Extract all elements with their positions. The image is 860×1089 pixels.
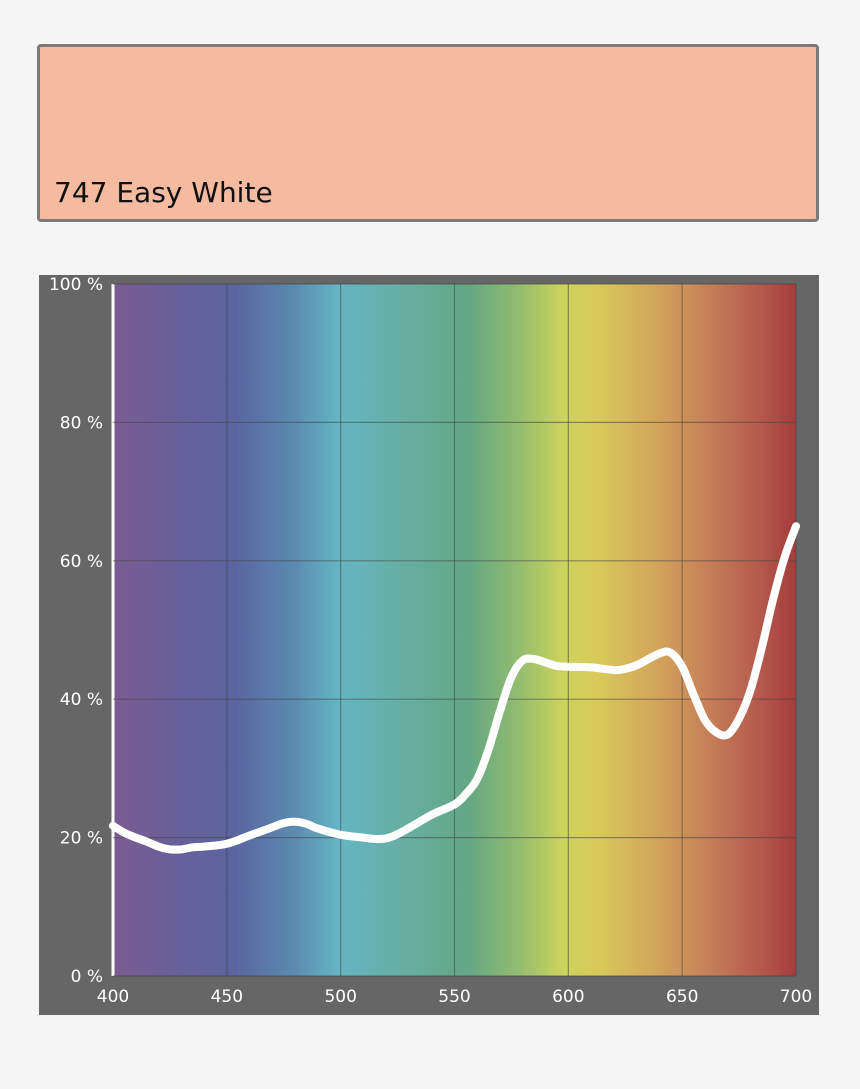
transmission-curve [109,522,800,854]
filter-name: 747 Easy White [54,176,273,209]
y-tick-label: 40 % [60,690,103,710]
x-tick-label: 650 [666,987,698,1007]
spectrum-chart: 400 450 500 550 600 650 700 0 % 20 % 40 % 60 % 80 %… [39,275,819,1015]
tick-labels: 400 450 500 550 600 650 700 0 % 20 % 40 % 60 % 80 %… [49,275,812,1007]
x-tick-label: 450 [211,987,243,1007]
y-tick-label: 0 % [71,967,103,987]
y-tick-label: 60 % [60,552,103,572]
grid-lines [111,283,797,977]
x-tick-label: 600 [552,987,584,1007]
y-tick-label: 80 % [60,413,103,433]
y-tick-label: 100 % [49,275,103,295]
x-tick-label: 550 [438,987,470,1007]
spectral-transmission-plot: 400 450 500 550 600 650 700 0 % 20 % 40 % 60 % 80 %… [49,275,812,1007]
y-tick-label: 20 % [60,829,103,849]
color-swatch: 747 Easy White [37,44,819,222]
x-tick-label: 400 [97,987,129,1007]
x-tick-label: 500 [324,987,356,1007]
x-tick-label: 700 [780,987,812,1007]
